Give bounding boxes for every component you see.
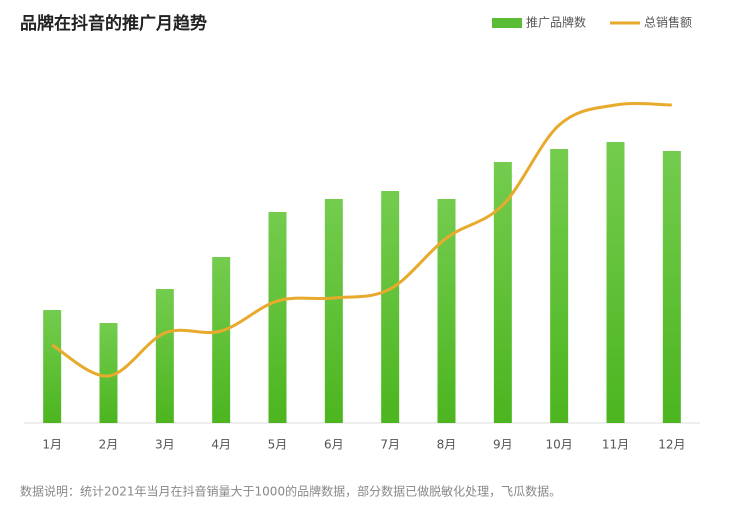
x-tick-label: 8月	[437, 438, 457, 452]
bar	[437, 199, 456, 423]
bar	[662, 151, 681, 423]
line	[51, 102, 672, 378]
x-tick-label: 3月	[155, 438, 175, 452]
bar	[550, 149, 569, 423]
bar	[268, 212, 287, 423]
x-tick-label: 12月	[658, 438, 685, 452]
x-tick-label: 10月	[546, 438, 573, 452]
bar	[99, 323, 118, 423]
bar	[381, 191, 400, 423]
footnote: 数据说明：统计2021年当月在抖音销量大于1000的品牌数据，部分数据已做脱敏化…	[20, 484, 561, 499]
bar	[606, 142, 625, 423]
x-tick-label: 11月	[602, 438, 629, 452]
bar	[493, 162, 512, 423]
x-tick-label: 6月	[324, 438, 344, 452]
bar	[212, 257, 231, 423]
legend-label: 总销售额	[644, 15, 692, 30]
x-tick-label: 9月	[493, 438, 513, 452]
bar	[43, 310, 62, 423]
x-tick-label: 5月	[268, 438, 288, 452]
x-tick-label: 1月	[42, 438, 62, 452]
chart-title: 品牌在抖音的推广月趋势	[20, 13, 207, 34]
bar	[324, 199, 343, 423]
x-tick-label: 4月	[211, 438, 231, 452]
bar	[155, 289, 174, 423]
legend-label: 推广品牌数	[526, 15, 586, 30]
legend-swatch	[492, 18, 522, 28]
x-tick-label: 7月	[380, 438, 400, 452]
x-tick-label: 2月	[99, 438, 119, 452]
